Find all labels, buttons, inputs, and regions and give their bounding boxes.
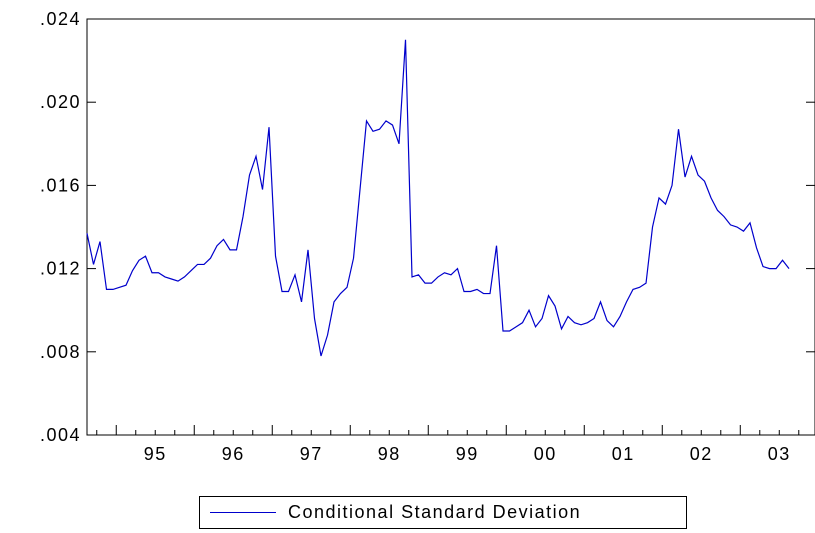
x-tick-label: 99: [456, 444, 479, 464]
x-tick-label: 00: [534, 444, 557, 464]
y-tick-label: .016: [40, 175, 81, 195]
x-tick-label: 01: [612, 444, 635, 464]
x-tick-label: 03: [768, 444, 791, 464]
plot-frame: [86, 18, 815, 436]
x-tick-label: 96: [222, 444, 245, 464]
series-layer: [86, 39, 790, 357]
y-tick-label: .020: [40, 92, 81, 112]
y-axis: .004 .008 .012 .016 .020 .024: [40, 9, 815, 445]
x-tick-label: 02: [690, 444, 713, 464]
legend-swatch: [210, 512, 276, 513]
x-tick-label: 97: [300, 444, 323, 464]
legend: Conditional Standard Deviation: [199, 496, 687, 529]
x-tick-label: 95: [144, 444, 167, 464]
legend-label: Conditional Standard Deviation: [288, 502, 582, 522]
y-tick-label: .008: [40, 342, 81, 362]
y-tick-label: .024: [40, 9, 81, 29]
y-tick-label: .012: [40, 259, 81, 279]
x-axis: 95 96 97 98 99 00 01 02 03: [96, 425, 800, 464]
x-tick-label: 98: [378, 444, 401, 464]
series-line: [86, 39, 790, 357]
y-tick-label: .004: [40, 425, 81, 445]
